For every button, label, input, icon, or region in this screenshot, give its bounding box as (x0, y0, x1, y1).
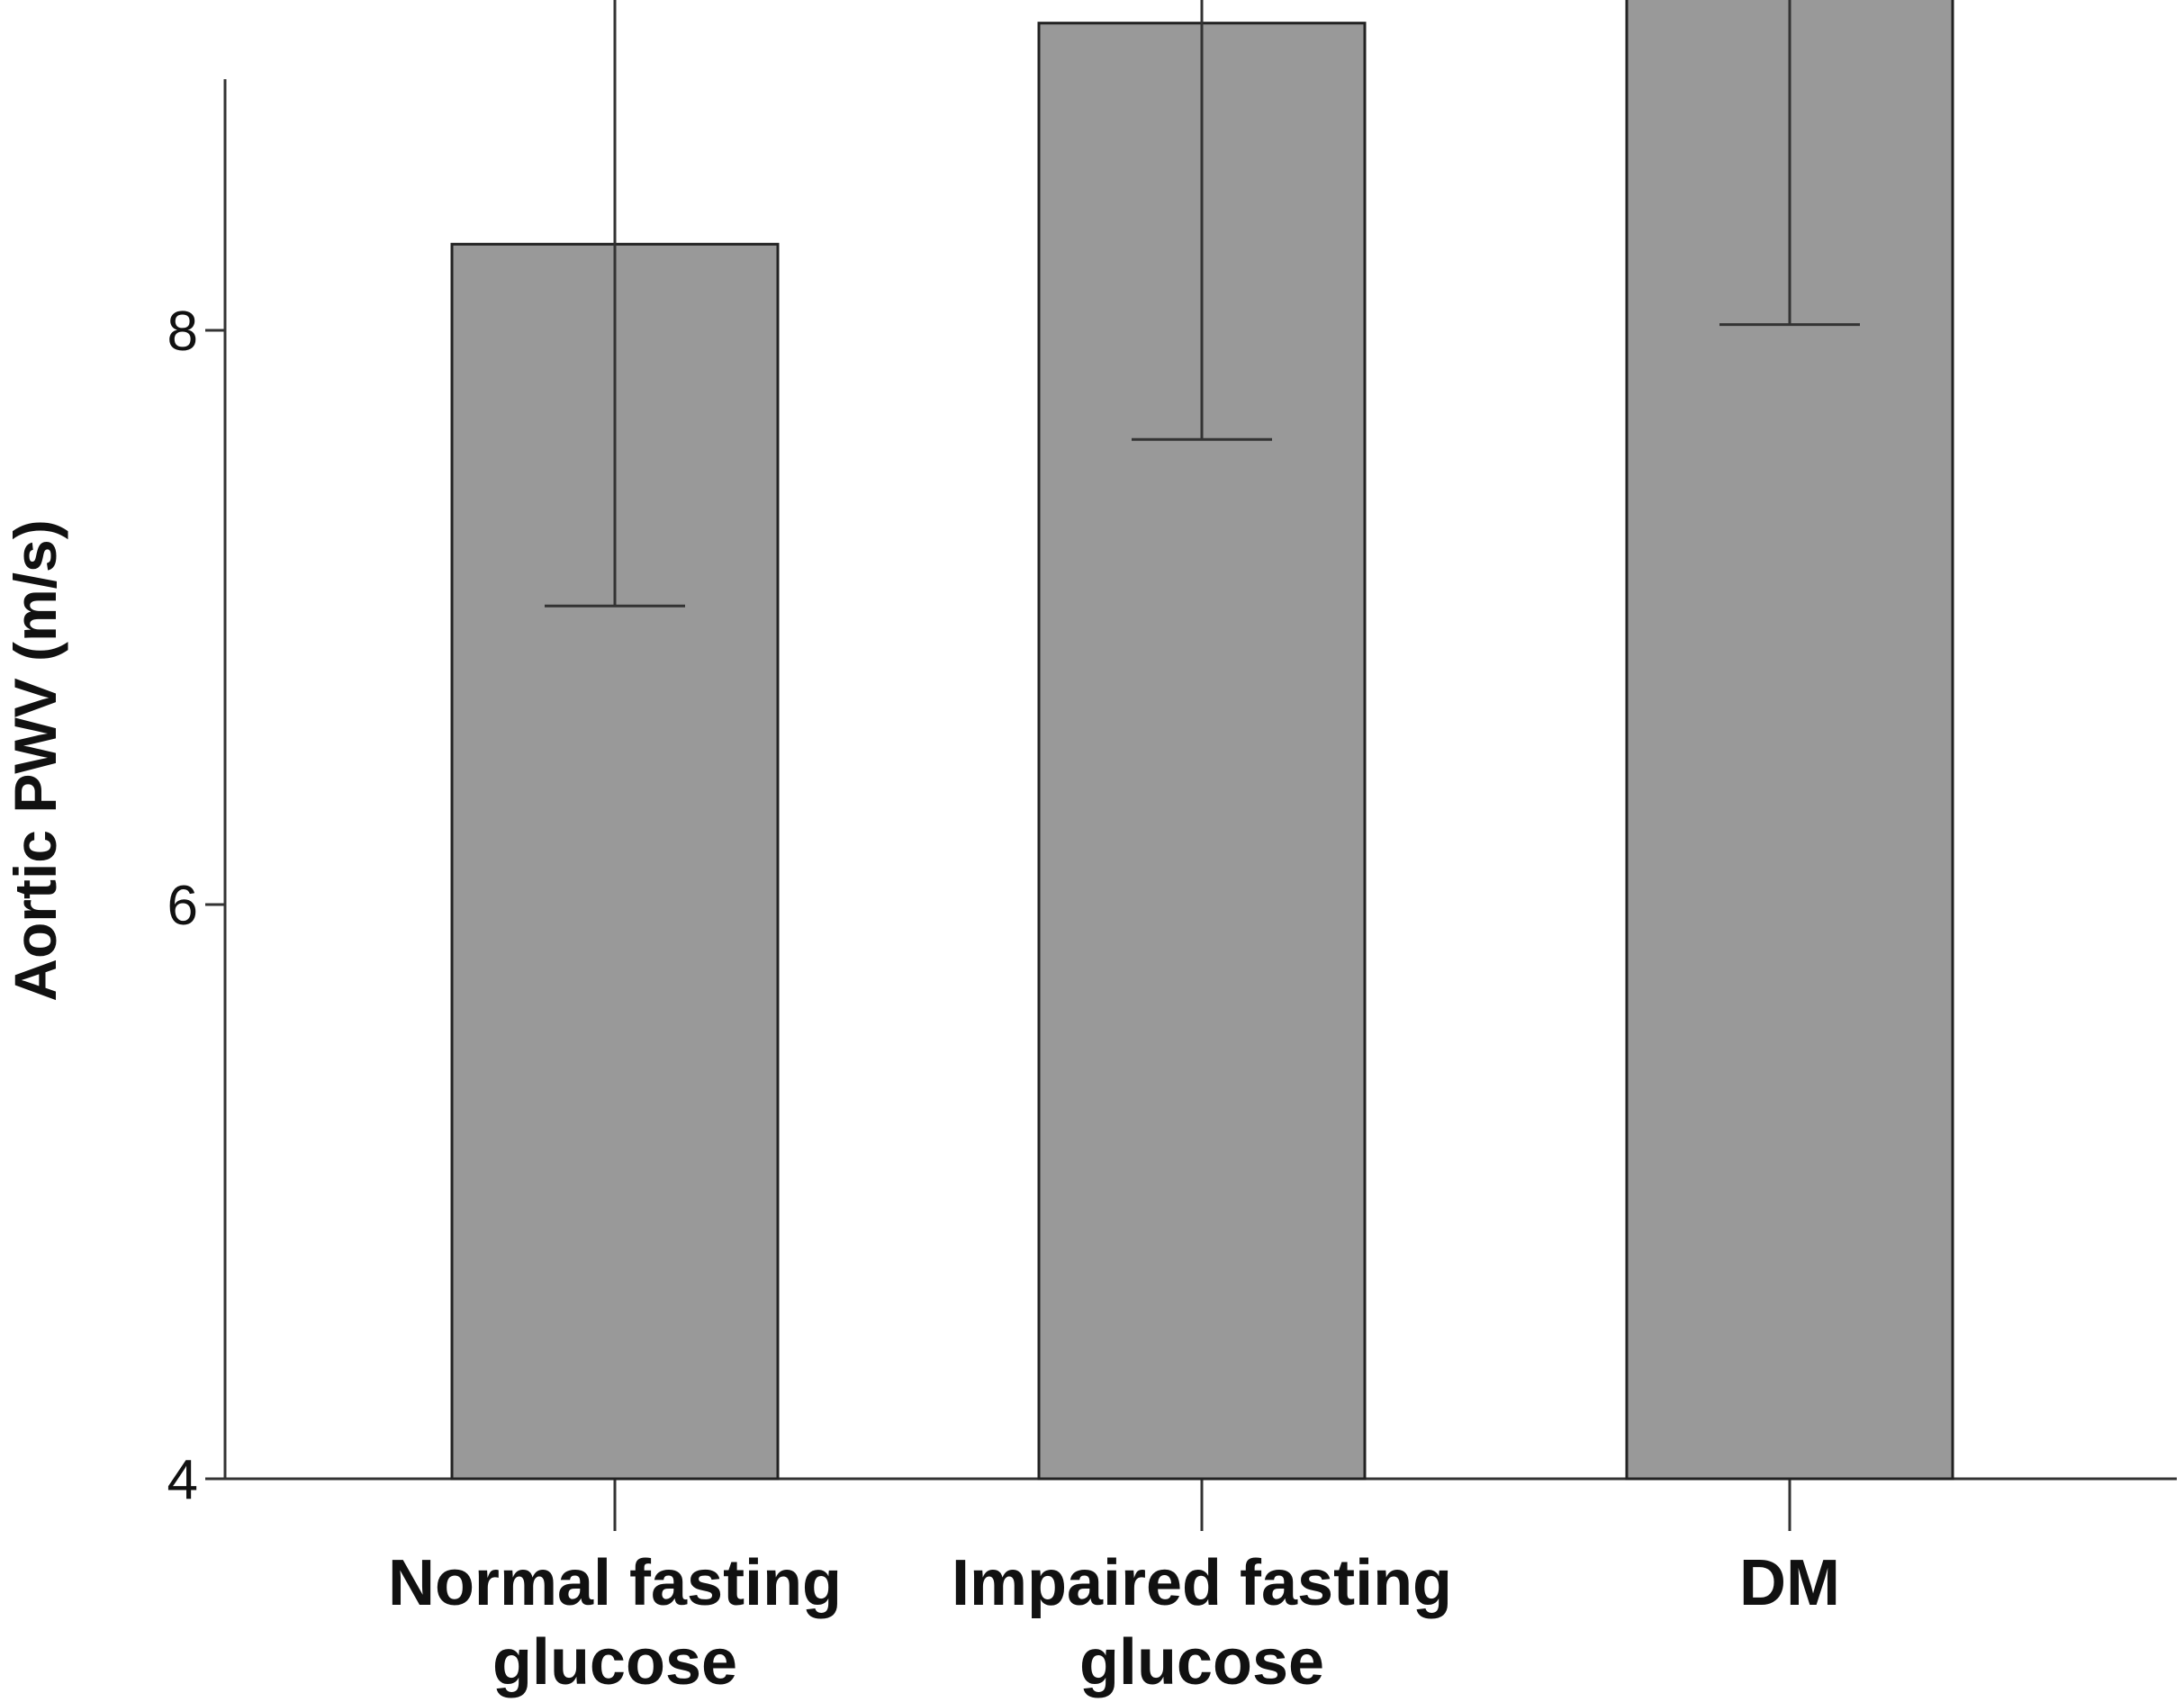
x-category-label: Normal fasting (388, 1547, 842, 1619)
x-category-label: Impaired fasting (952, 1547, 1452, 1619)
x-category-label: DM (1739, 1547, 1840, 1619)
error-bars (545, 0, 1860, 608)
x-category-label-line2: glucose (1079, 1626, 1324, 1698)
y-tick-label: 4 (167, 1449, 198, 1511)
y-tick-label: 6 (167, 875, 198, 937)
y-axis-title: Aortic PWV (m/s) (2, 519, 68, 1001)
y-tick-label: 8 (167, 301, 198, 363)
x-category-label-line2: glucose (492, 1626, 737, 1698)
labels: 4681012Aortic PWV (m/s)Normal fastingglu… (2, 301, 1840, 1698)
